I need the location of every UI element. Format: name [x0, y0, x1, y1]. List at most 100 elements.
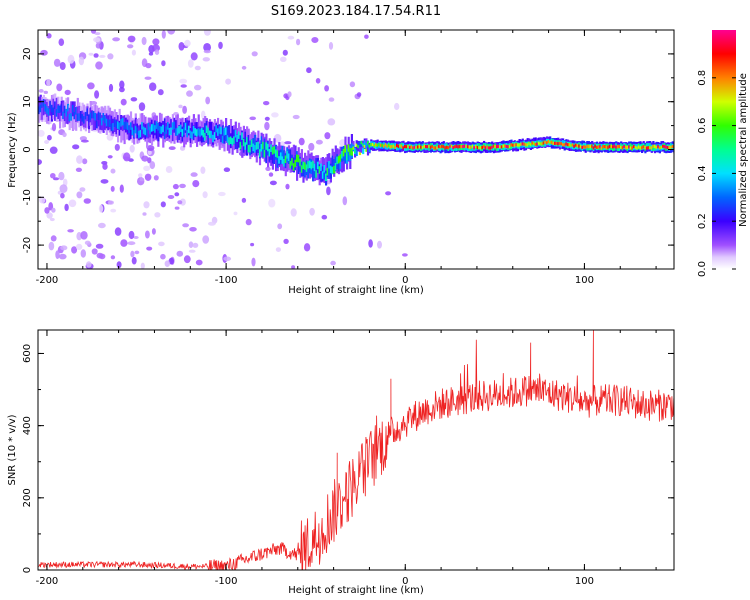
- colorbar-label: Normalized spectral amplitude: [738, 73, 749, 227]
- spectrogram-ridge-cell: [217, 128, 220, 136]
- spectrogram-ridge-cell: [263, 138, 266, 154]
- spectrogram-ridge-cell: [344, 148, 347, 164]
- spectrogram-ridge-cell: [544, 140, 547, 144]
- spectrogram-ridge-cell: [644, 146, 647, 150]
- spectrogram-ridge-cell: [337, 155, 341, 164]
- spectrogram-ridge-cell: [328, 164, 331, 180]
- x-tick-label: 0: [402, 275, 408, 286]
- spectrogram-noise-cell: [311, 37, 319, 43]
- spectrogram-ridge-cell: [349, 147, 352, 156]
- spectrogram-ridge-cell: [304, 162, 307, 178]
- spectrogram-ridge-cell: [541, 142, 544, 146]
- spectrogram-noise-cell: [49, 146, 58, 154]
- spectrogram-noise-cell: [147, 150, 152, 156]
- spectrogram-ridge-cell: [531, 141, 534, 145]
- spectrogram-ridge-cell: [662, 144, 665, 148]
- spectrogram-ridge-cell: [178, 126, 181, 134]
- spectrogram-ridge-cell: [475, 144, 478, 149]
- spectrogram-ridge-cell: [610, 144, 613, 148]
- snr-frame: [37, 329, 675, 571]
- spectrogram-noise-cell: [75, 243, 83, 250]
- spectrogram-ridge-cell: [310, 161, 313, 170]
- spectrogram-ridge-cell: [433, 146, 436, 150]
- spectrogram-ridge-cell: [489, 146, 492, 150]
- spectrogram-ridge-cell: [507, 145, 510, 149]
- spectrogram-ridge-cell: [454, 145, 457, 149]
- spectrogram-noise-cell: [119, 184, 124, 193]
- spectrogram-noise-cell: [99, 54, 106, 58]
- spectrogram-ridge-cell: [402, 146, 405, 150]
- spectrogram-noise-cell: [56, 83, 63, 92]
- spectrogram-noise-cell: [131, 49, 136, 56]
- spectrogram-noise-cell: [140, 262, 145, 269]
- spectrogram-ridge-cell: [84, 112, 87, 128]
- spectrogram-x-ticks: -200 -100 0 100: [36, 30, 657, 286]
- y-tick-label: -20: [22, 237, 33, 253]
- spectrogram-ridge-cell: [210, 122, 213, 137]
- spectrogram-noise-cell: [203, 30, 211, 36]
- spectrogram-ridge-cell: [210, 130, 213, 139]
- spectrogram-noise-cell: [330, 260, 336, 266]
- spectrogram-ridge-cell: [647, 146, 650, 150]
- spectrogram-noise-cell: [78, 56, 85, 66]
- spectrogram-ridge-cell: [73, 101, 76, 117]
- spectrogram-ridge-cell: [552, 141, 555, 145]
- spectrogram-ridge-cell: [491, 145, 494, 149]
- spectrogram-ridge-cell: [286, 151, 289, 159]
- spectrogram-noise-cell: [149, 82, 157, 91]
- spectrogram-noise-cell: [158, 241, 165, 247]
- spectrogram-noise-cell: [44, 207, 50, 214]
- spectrogram-ridge-cell: [329, 165, 332, 174]
- spectrogram-noise-cell: [182, 105, 188, 114]
- spectrogram-noise-cell: [160, 201, 166, 208]
- spectrogram-ridge-cell: [138, 130, 141, 139]
- spectrogram-ridge-cell: [163, 118, 166, 134]
- spectrogram-noise-cell: [47, 134, 52, 141]
- spectrogram-ridge-cell: [297, 154, 300, 163]
- spectrogram-cells: [38, 30, 674, 269]
- spectrogram-ridge-cell: [94, 113, 97, 121]
- spectrogram-ridge-cell: [378, 142, 381, 147]
- spectrogram-ridge-cell: [584, 145, 587, 149]
- spectrogram-ridge-cell: [396, 144, 399, 148]
- spectrogram-noise-cell: [142, 212, 147, 216]
- spectrogram-noise-cell: [50, 235, 57, 242]
- spectrogram-ridge-cell: [505, 144, 508, 149]
- spectrogram-ridge-cell: [237, 131, 241, 139]
- spectrogram-ridge-cell: [41, 100, 44, 108]
- spectrogram-ridge-cell: [608, 145, 611, 149]
- spectrogram-ridge-cell: [192, 126, 195, 134]
- spectrogram-ridge-cell: [218, 126, 221, 134]
- spectrogram-ridge-cell: [597, 145, 600, 149]
- spectrogram-ridge-cell: [449, 144, 452, 148]
- spectrogram-ridge-cell: [663, 145, 666, 149]
- spectrogram-ridge-cell: [67, 109, 70, 125]
- spectrogram-ridge-cell: [458, 145, 461, 149]
- spectrogram-ridge-cell: [315, 170, 318, 178]
- spectrogram-ridge-cell: [273, 146, 276, 154]
- spectrogram-ridge-cell: [529, 142, 532, 147]
- spectrogram-ridge-cell: [44, 104, 47, 112]
- spectrogram-ridge-cell: [400, 144, 403, 148]
- spectrogram-ridge-cell: [612, 145, 615, 149]
- spectrogram-noise-cell: [51, 207, 56, 213]
- spectrogram-ridge-cell: [160, 126, 163, 134]
- spectrogram-ridge-cell: [136, 127, 139, 135]
- spectrogram-noise-cell: [48, 241, 55, 251]
- spectrogram-ridge-cell: [234, 134, 237, 150]
- spectrogram-ridge-cell: [110, 123, 113, 132]
- spectrogram-ridge-cell: [573, 144, 576, 148]
- spectrogram-noise-cell: [141, 36, 147, 46]
- spectrogram-ridge-cell: [170, 119, 173, 134]
- spectrogram-noise-cell: [144, 76, 152, 80]
- spectrogram-ridge-cell: [244, 142, 247, 150]
- spectrogram-noise-cell: [245, 218, 252, 226]
- spectrogram-ridge-cell: [55, 98, 58, 113]
- spectrogram-ridge-cell: [524, 143, 528, 147]
- colorbar-tick-label: 0.6: [697, 118, 708, 134]
- snr-y-ticks: 0 200 400 600: [22, 344, 674, 573]
- spectrogram-ridge-cell: [105, 118, 108, 127]
- spectrogram-ridge-cell: [49, 101, 52, 109]
- spectrogram-ridge-cell: [141, 122, 144, 130]
